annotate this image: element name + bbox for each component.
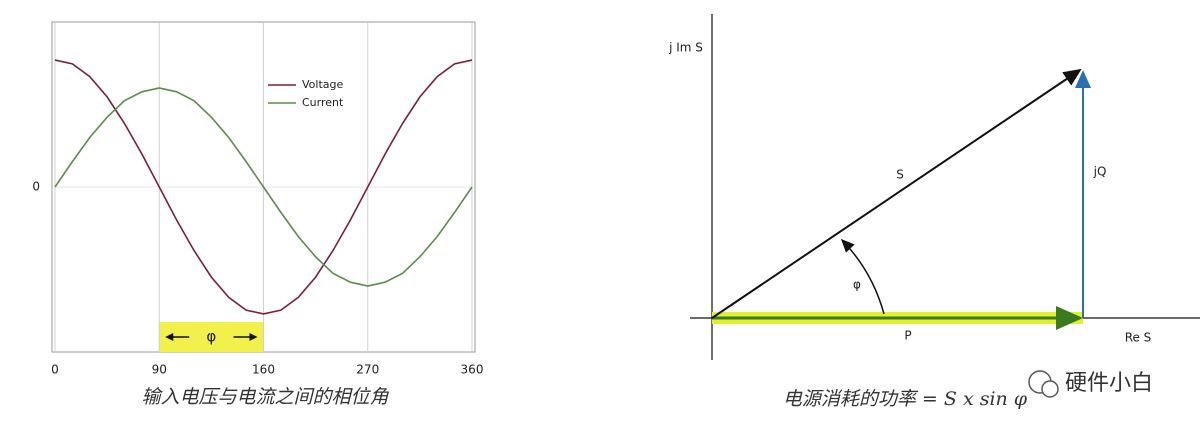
p-label: P (904, 329, 911, 343)
q-label: jQ (1093, 165, 1107, 179)
x-tick-label: 360 (461, 363, 484, 377)
x-tick-label: 90 (152, 363, 167, 377)
chart-caption: 输入电压与电流之间的相位角 (141, 386, 389, 408)
angle-arc (840, 238, 885, 315)
s-label: S (896, 168, 904, 182)
legend-label: Voltage (302, 78, 343, 91)
x-tick-label: 160 (252, 363, 275, 377)
legend-label: Current (302, 96, 344, 109)
band-label: φ (206, 328, 216, 346)
y-tick-label: 0 (32, 180, 40, 194)
watermark-text: 硬件小白 (1065, 371, 1153, 396)
series-line (54, 87, 473, 287)
x-tick-label: 0 (51, 363, 59, 377)
band-arrowhead (249, 333, 258, 341)
phasor-diagram: j Im S Re S S jQ P φ 电源消耗的功率 = S x sin φ… (668, 14, 1200, 410)
s-vector (711, 68, 1082, 319)
watermark-icon (1041, 380, 1059, 398)
re-axis-label: Re S (1125, 331, 1152, 345)
band-arrowhead (165, 333, 174, 341)
x-tick-label: 270 (356, 363, 379, 377)
series-line (54, 59, 473, 315)
watermark: 硬件小白 (1028, 370, 1153, 398)
angle-label: φ (853, 278, 861, 292)
diagram-caption: 电源消耗的功率 = S x sin φ (783, 388, 1028, 410)
im-axis-label: j Im S (668, 41, 703, 55)
chart: φ 0 90 160 270 360 0 Voltage Current (32, 21, 484, 377)
